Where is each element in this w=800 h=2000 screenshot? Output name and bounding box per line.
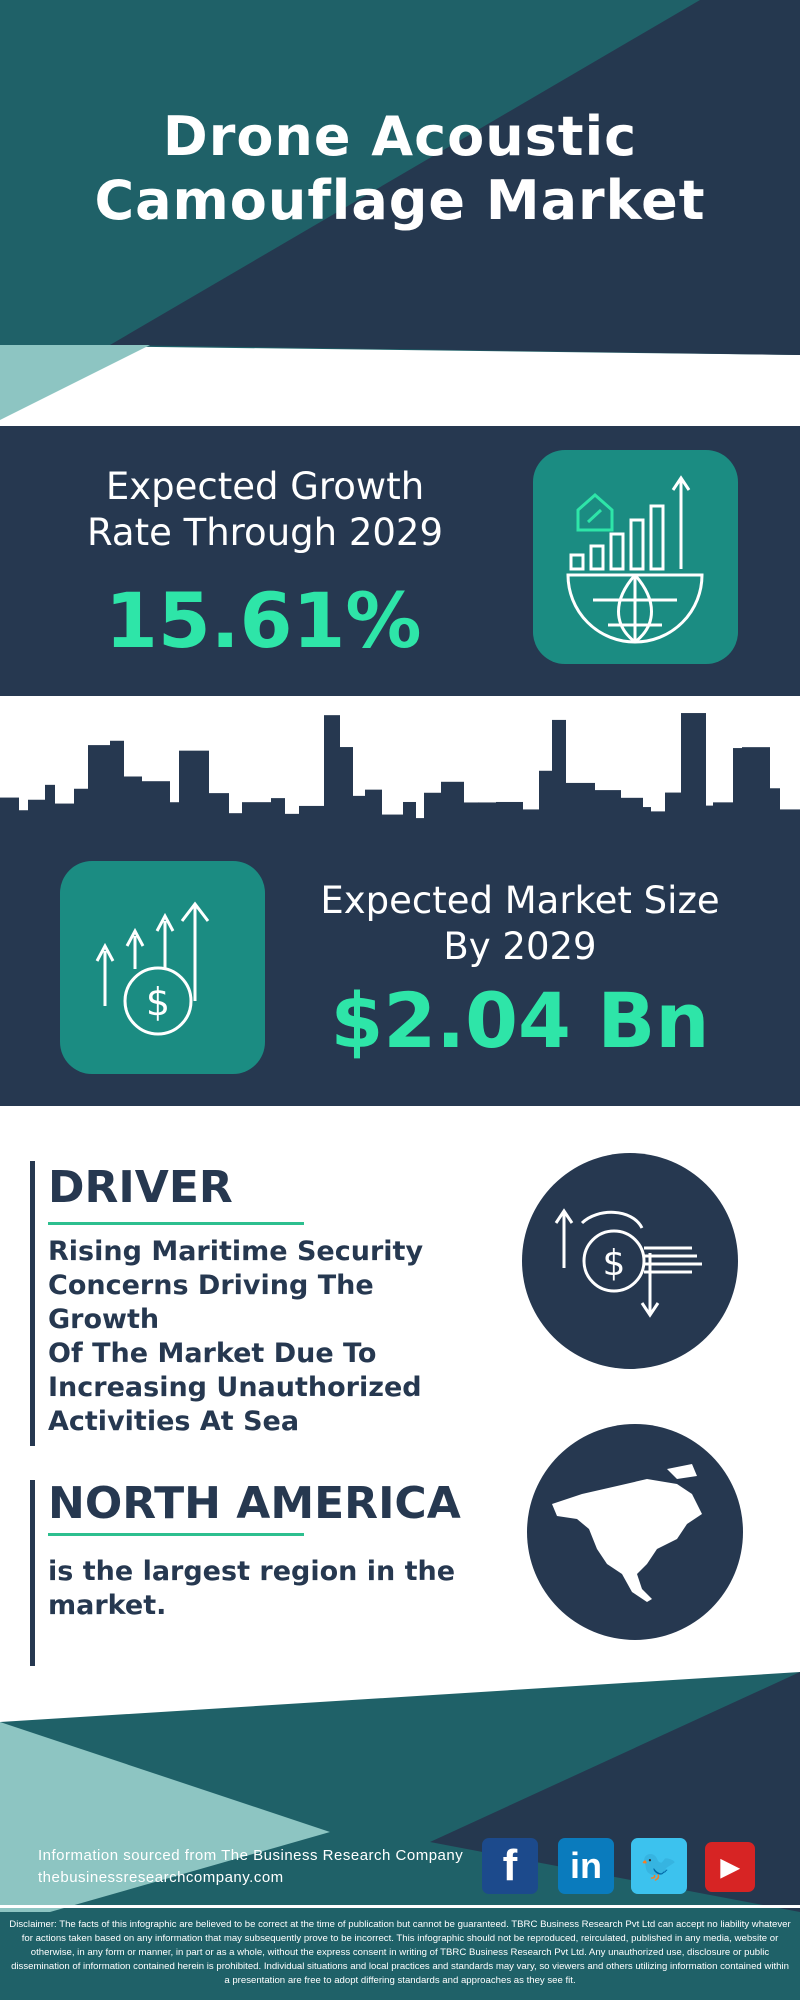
skyline-building bbox=[169, 802, 180, 840]
dollar-growth-arrows-icon: $ bbox=[60, 861, 265, 1074]
skyline-building bbox=[208, 793, 229, 840]
skyline-building bbox=[324, 715, 340, 840]
skyline-building bbox=[110, 740, 124, 840]
skyline-building bbox=[496, 801, 523, 840]
skyline-building bbox=[620, 797, 643, 840]
market-label: Expected Market Size By 2029 bbox=[320, 879, 720, 968]
skyline-building bbox=[339, 747, 353, 840]
region-underline bbox=[48, 1533, 304, 1536]
market-size-section: $ Expected Market Size By 2029 $2.04 Bn bbox=[0, 836, 800, 1106]
page-title: Drone Acoustic Camouflage Market bbox=[94, 105, 706, 232]
skyline-building bbox=[45, 784, 55, 840]
svg-text:$: $ bbox=[146, 980, 170, 1024]
skyline-building bbox=[463, 802, 479, 840]
linkedin-icon[interactable]: in bbox=[558, 1838, 614, 1894]
skyline-building bbox=[228, 813, 243, 840]
skyline-building bbox=[522, 809, 540, 840]
skyline-building bbox=[88, 745, 111, 840]
youtube-icon[interactable]: ▶ bbox=[705, 1842, 755, 1892]
dollar-exchange-icon: $ bbox=[522, 1153, 738, 1369]
skyline-building bbox=[642, 807, 651, 840]
disclaimer: Disclaimer: The facts of this infographi… bbox=[0, 1912, 800, 2000]
skyline-building bbox=[415, 818, 425, 840]
skyline-building bbox=[565, 782, 595, 840]
driver-heading: DRIVER bbox=[48, 1162, 233, 1213]
growth-label: Expected Growth Rate Through 2029 bbox=[87, 465, 443, 554]
skyline-building bbox=[441, 781, 464, 840]
driver-text: Rising Maritime Security Concerns Driving… bbox=[48, 1236, 424, 1437]
skyline-building bbox=[54, 803, 75, 840]
skyline-building bbox=[779, 809, 800, 840]
skyline-building bbox=[742, 747, 770, 840]
skyline-building bbox=[28, 799, 46, 840]
twitter-icon[interactable]: 🐦 bbox=[631, 1838, 687, 1894]
city-skyline bbox=[0, 713, 800, 840]
skyline-building bbox=[284, 813, 300, 840]
growth-value: 15.61% bbox=[105, 576, 422, 665]
skyline-building bbox=[733, 748, 743, 840]
skyline-building bbox=[0, 797, 19, 840]
skyline-building bbox=[681, 713, 706, 840]
skyline-building bbox=[74, 788, 89, 840]
driver-underline bbox=[48, 1222, 304, 1225]
skyline-building bbox=[424, 792, 442, 840]
skyline-building bbox=[594, 790, 621, 840]
skyline-building bbox=[403, 801, 416, 840]
region-heading: NORTH AMERICA bbox=[48, 1478, 461, 1529]
skyline-building bbox=[123, 776, 142, 840]
skyline-building bbox=[365, 789, 382, 840]
skyline-building bbox=[179, 750, 209, 840]
skyline-building bbox=[141, 781, 170, 840]
skyline-building bbox=[299, 805, 325, 840]
skyline-building bbox=[242, 802, 272, 840]
skyline-building bbox=[665, 792, 682, 840]
region-accent-bar bbox=[30, 1480, 35, 1666]
skyline-building bbox=[713, 802, 734, 840]
skyline-building bbox=[381, 814, 404, 840]
skyline-building bbox=[18, 810, 29, 840]
source-info: Information sourced from The Business Re… bbox=[38, 1845, 463, 1889]
growth-section: Expected Growth Rate Through 2029 15.61% bbox=[0, 426, 800, 696]
market-value: $2.04 Bn bbox=[330, 976, 710, 1065]
header-background bbox=[0, 0, 800, 430]
skyline-building bbox=[769, 788, 780, 840]
skyline-building bbox=[650, 811, 666, 840]
driver-accent-bar bbox=[30, 1161, 35, 1446]
skyline-building bbox=[271, 798, 285, 840]
skyline-building bbox=[552, 719, 566, 840]
svg-text:$: $ bbox=[603, 1243, 626, 1284]
skyline-building bbox=[478, 802, 497, 840]
north-america-map-icon bbox=[527, 1424, 743, 1640]
growth-chart-globe-icon bbox=[533, 450, 738, 664]
skyline-building bbox=[352, 795, 366, 840]
facebook-icon[interactable]: f bbox=[482, 1838, 538, 1894]
skyline-building bbox=[539, 770, 553, 840]
website-link[interactable]: thebusinessresearchcompany.com bbox=[38, 1869, 284, 1886]
region-text: is the largest region in the market. bbox=[48, 1556, 456, 1621]
skyline-building bbox=[705, 805, 714, 840]
